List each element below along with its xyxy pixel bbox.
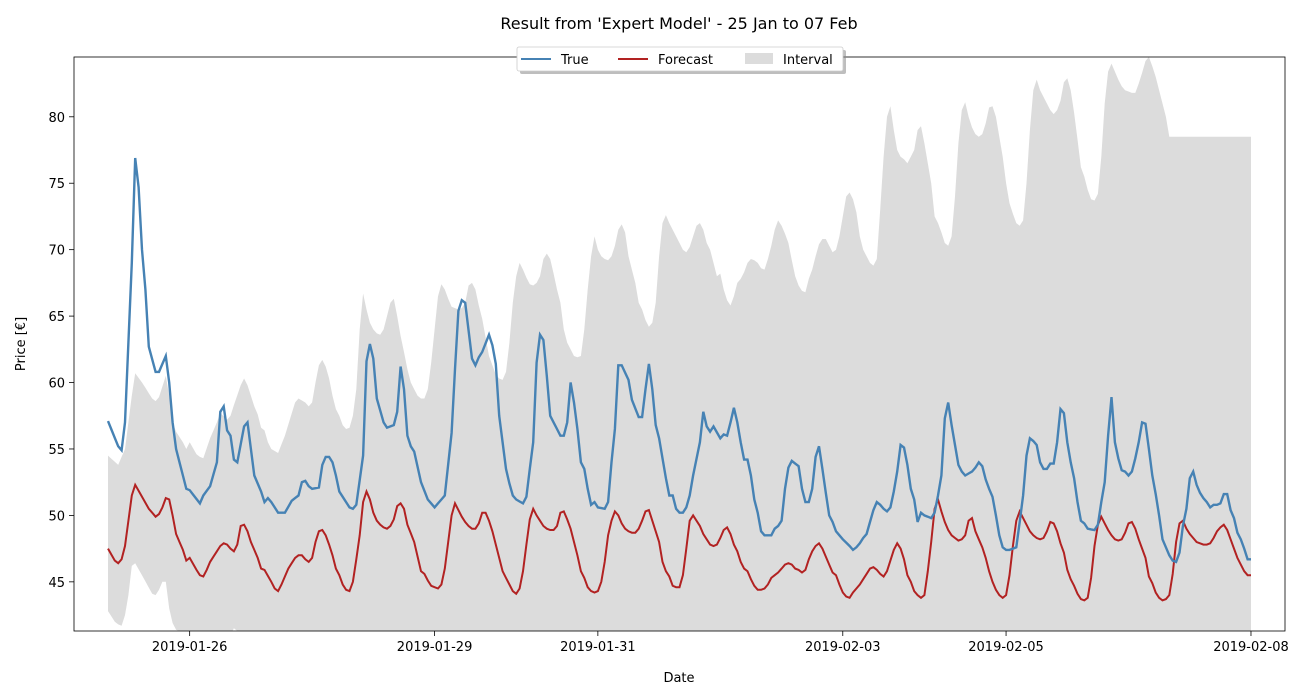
y-axis-ticks: 45 50 55 60 65 70 75 80 <box>48 111 74 591</box>
y-tick-label: 70 <box>48 244 65 259</box>
chart-title: Result from 'Expert Model' - 25 Jan to 0… <box>500 14 857 33</box>
y-tick-label: 75 <box>48 177 65 192</box>
forecast-line <box>107 482 1251 602</box>
y-tick-label: 50 <box>48 509 65 524</box>
legend-swatch-interval <box>745 53 773 64</box>
legend-label-forecast: Forecast <box>658 53 713 68</box>
x-tick-label: 2019-02-05 <box>968 640 1044 655</box>
y-tick-label: 80 <box>48 111 65 126</box>
y-tick-label: 55 <box>48 443 65 458</box>
legend-label-true: True <box>560 53 589 68</box>
y-axis-label: Price [€] <box>14 317 29 371</box>
y-tick-label: 60 <box>48 377 65 392</box>
interval-band <box>108 57 1251 631</box>
x-axis-label: Date <box>663 671 694 686</box>
x-tick-label: 2019-01-31 <box>560 640 636 655</box>
x-tick-label: 2019-01-26 <box>152 640 228 655</box>
x-tick-label: 2019-02-03 <box>805 640 881 655</box>
legend: True Forecast Interval <box>516 46 846 74</box>
x-axis-ticks: 2019-01-26 2019-01-29 2019-01-31 2019-02-03… <box>152 631 1289 655</box>
x-tick-label: 2019-01-29 <box>397 640 473 655</box>
x-tick-label: 2019-02-08 <box>1213 640 1289 655</box>
y-tick-label: 65 <box>48 310 65 325</box>
legend-label-interval: Interval <box>783 53 833 68</box>
plot-area <box>106 57 1251 631</box>
y-tick-label: 45 <box>48 576 65 591</box>
true-line <box>106 157 1251 564</box>
